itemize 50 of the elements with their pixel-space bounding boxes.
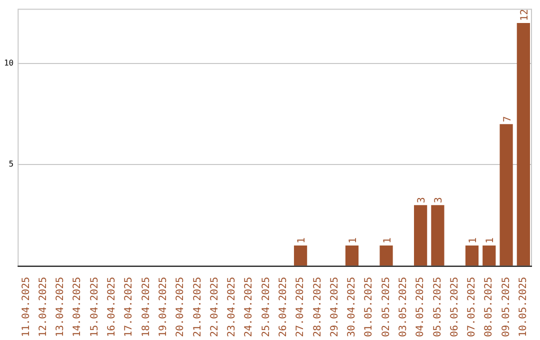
x-tick-label: 15.04.2025 [89,276,100,338]
x-tick-label: 05.05.2025 [432,276,444,338]
x-tick-label: 24.04.2025 [244,276,255,338]
x-tick-label: 08.05.2025 [484,276,495,338]
data-label: 1 [468,238,479,244]
bar [500,124,513,266]
x-tick-label: 19.04.2025 [158,276,169,338]
x-tick-label: 01.05.2025 [364,276,375,338]
x-tick-label: 13.04.2025 [55,276,66,338]
x-tick-label: 10.05.2025 [518,276,530,338]
x-tick-label: 18.04.2025 [140,276,152,338]
x-tick-label: 25.04.2025 [260,276,272,338]
y-tick-label: 10 [4,58,14,68]
bar [414,205,428,266]
x-tick-label: 22.04.2025 [209,276,220,338]
x-tick-label: 02.05.2025 [380,276,392,338]
x-tick-label: 21.04.2025 [192,276,204,338]
x-tick-label: 03.05.2025 [398,276,409,338]
y-tick-label: 5 [8,160,14,169]
x-tick-label: 29.04.2025 [329,276,340,338]
data-label: 3 [434,197,445,204]
x-tick-label: 28.04.2025 [312,276,324,338]
data-label: 7 [502,116,514,122]
data-label: 1 [382,238,394,244]
x-tick-label: 12.04.2025 [38,276,49,338]
bar [465,246,479,266]
data-label: 1 [296,238,308,244]
x-tick-label: 16.04.2025 [106,276,118,338]
data-label: 12 [519,8,530,21]
bar [345,246,359,266]
x-tick-label: 09.05.2025 [500,276,512,338]
x-tick-label: 14.04.2025 [72,276,84,338]
x-tick-label: 07.05.2025 [466,276,478,338]
x-tick-label: 06.05.2025 [449,276,460,338]
x-tick-label: 11.04.2025 [20,276,32,338]
data-label: 3 [416,197,428,204]
bar [294,246,308,266]
x-tick-label: 30.04.2025 [346,276,358,338]
x-tick-label: 04.05.2025 [415,276,426,338]
bar [482,246,496,266]
data-label: 1 [348,238,359,244]
x-tick-label: 23.04.2025 [226,276,238,338]
x-tick-label: 20.04.2025 [175,276,186,338]
bar [380,246,393,266]
bar [431,205,444,266]
x-tick-label: 17.04.2025 [124,276,135,338]
x-tick-label: 26.04.2025 [278,276,289,338]
data-label: 1 [485,238,496,244]
x-tick-label: 27.04.2025 [295,276,306,338]
bar [516,22,530,266]
